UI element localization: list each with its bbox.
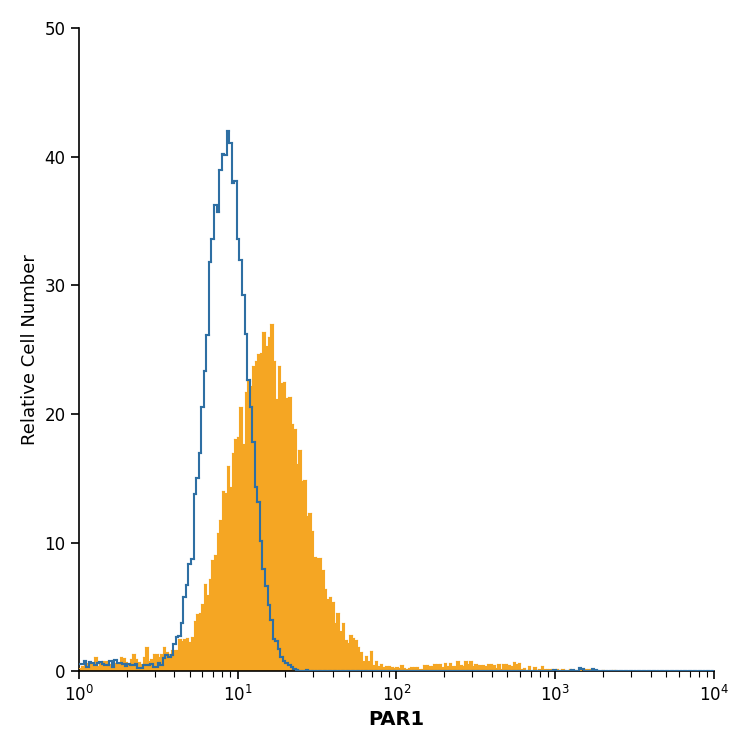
X-axis label: PAR1: PAR1 xyxy=(368,710,424,729)
Y-axis label: Relative Cell Number: Relative Cell Number xyxy=(21,254,39,445)
